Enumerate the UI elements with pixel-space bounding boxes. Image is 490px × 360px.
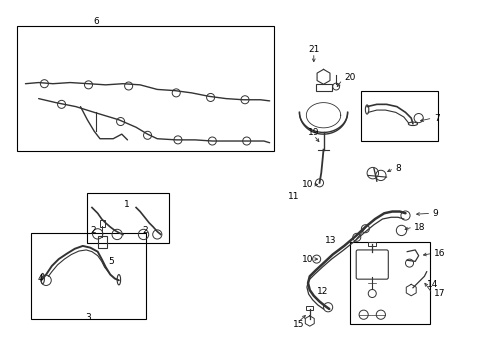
Text: 11: 11 — [288, 192, 299, 201]
Bar — [368, 243, 376, 246]
Bar — [31, 233, 146, 319]
Text: 6: 6 — [93, 17, 99, 26]
Text: 8: 8 — [396, 164, 401, 173]
Text: 12: 12 — [317, 287, 328, 296]
Text: 17: 17 — [434, 289, 446, 298]
Text: 2: 2 — [90, 226, 96, 235]
Text: 10: 10 — [302, 255, 314, 264]
Bar — [18, 26, 273, 151]
Bar — [98, 236, 107, 248]
Bar — [350, 242, 430, 324]
Text: 9: 9 — [433, 209, 438, 218]
Text: 21: 21 — [308, 45, 319, 54]
Bar — [306, 306, 313, 310]
Text: 20: 20 — [344, 73, 356, 82]
Text: 16: 16 — [434, 249, 446, 258]
Text: 2: 2 — [142, 226, 147, 235]
Text: 7: 7 — [434, 114, 440, 123]
Text: 14: 14 — [427, 280, 438, 289]
Text: 15: 15 — [293, 320, 304, 329]
Text: 13: 13 — [325, 236, 337, 245]
Bar — [87, 193, 169, 243]
Bar — [316, 84, 332, 91]
Bar — [361, 91, 438, 141]
Bar — [100, 220, 104, 227]
Text: 1: 1 — [123, 199, 129, 208]
Text: 19: 19 — [308, 129, 319, 138]
Text: 4: 4 — [38, 274, 43, 283]
Text: 5: 5 — [109, 257, 114, 266]
Text: 18: 18 — [414, 222, 426, 231]
Text: 3: 3 — [86, 313, 92, 322]
Text: 10: 10 — [302, 180, 314, 189]
